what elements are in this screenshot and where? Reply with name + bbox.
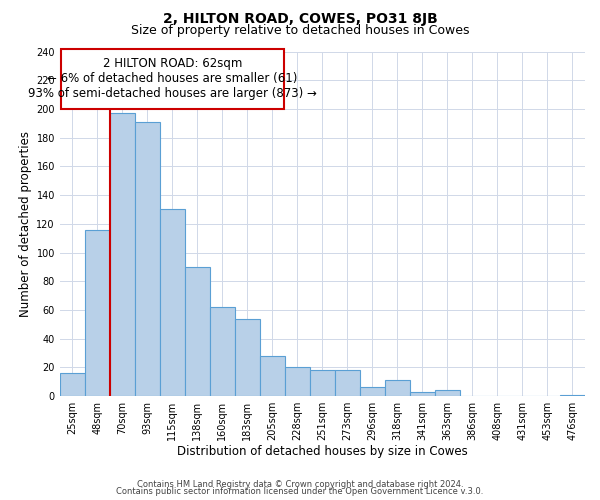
X-axis label: Distribution of detached houses by size in Cowes: Distribution of detached houses by size … — [177, 444, 468, 458]
Bar — [410, 392, 435, 396]
Bar — [360, 388, 385, 396]
Text: Contains public sector information licensed under the Open Government Licence v.: Contains public sector information licen… — [116, 487, 484, 496]
Bar — [560, 394, 585, 396]
Bar — [135, 122, 160, 396]
FancyBboxPatch shape — [61, 48, 284, 109]
Text: 93% of semi-detached houses are larger (873) →: 93% of semi-detached houses are larger (… — [28, 88, 317, 101]
Bar — [85, 230, 110, 396]
Bar — [235, 318, 260, 396]
Bar — [435, 390, 460, 396]
Y-axis label: Number of detached properties: Number of detached properties — [19, 131, 32, 317]
Bar — [185, 267, 210, 396]
Bar — [110, 113, 135, 396]
Bar — [160, 210, 185, 396]
Bar — [260, 356, 285, 396]
Text: Size of property relative to detached houses in Cowes: Size of property relative to detached ho… — [131, 24, 469, 37]
Text: Contains HM Land Registry data © Crown copyright and database right 2024.: Contains HM Land Registry data © Crown c… — [137, 480, 463, 489]
Text: 2, HILTON ROAD, COWES, PO31 8JB: 2, HILTON ROAD, COWES, PO31 8JB — [163, 12, 437, 26]
Text: 2 HILTON ROAD: 62sqm: 2 HILTON ROAD: 62sqm — [103, 57, 242, 70]
Bar — [385, 380, 410, 396]
Bar — [310, 370, 335, 396]
Text: ← 6% of detached houses are smaller (61): ← 6% of detached houses are smaller (61) — [47, 72, 298, 86]
Bar — [285, 368, 310, 396]
Bar — [335, 370, 360, 396]
Bar — [60, 373, 85, 396]
Bar — [210, 307, 235, 396]
